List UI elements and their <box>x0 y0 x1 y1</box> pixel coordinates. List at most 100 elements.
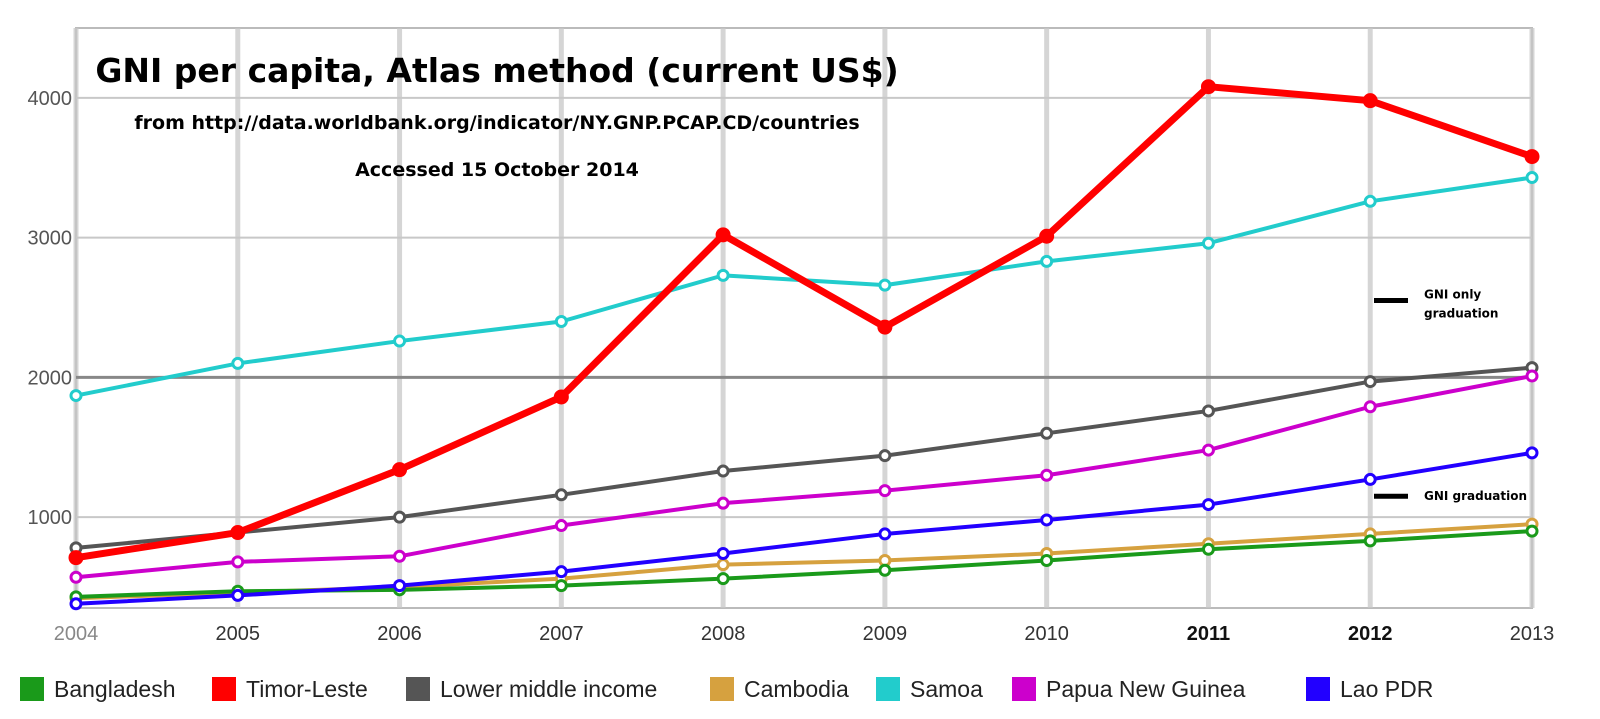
papua-new-guinea-point <box>1363 400 1377 414</box>
papua-new-guinea-point <box>69 570 83 584</box>
annotation-line: GNI only <box>1424 288 1481 302</box>
x-tick-label: 2004 <box>54 623 99 645</box>
lao-pdr-line <box>74 450 1534 606</box>
legend-item-papua-new-guinea: Papua New Guinea <box>1012 676 1246 702</box>
y-tick-label: 3000 <box>28 228 73 250</box>
legend-item-timor-leste: Timor-Leste <box>212 676 368 702</box>
x-tick-label: 2006 <box>377 623 422 645</box>
bangladesh-point <box>554 579 568 593</box>
lower-middle-income-point <box>878 449 892 463</box>
papua-new-guinea-point <box>231 555 245 569</box>
timor-leste-point <box>1362 93 1378 109</box>
grid <box>73 27 1535 609</box>
samoa-point <box>554 314 568 328</box>
annotation-line: GNI graduation <box>1424 489 1527 503</box>
annotation-line: graduation <box>1424 307 1498 321</box>
y-tick-label: 2000 <box>28 367 73 389</box>
lao-pdr-point <box>231 588 245 602</box>
timor-leste-point <box>1039 228 1055 244</box>
samoa-point <box>878 278 892 292</box>
series-lao-pdr <box>69 446 1539 611</box>
series-timor-leste <box>68 79 1540 566</box>
x-tick-label: 2007 <box>539 623 584 645</box>
x-tick-label: 2013 <box>1510 623 1555 645</box>
timor-leste-point <box>1524 149 1540 165</box>
lower-middle-income-point <box>393 510 407 524</box>
legend-label: Cambodia <box>744 676 849 702</box>
papua-new-guinea-line <box>74 374 1534 580</box>
x-tick-label: 2011 <box>1187 623 1230 645</box>
series-papua-new-guinea <box>69 369 1539 584</box>
legend-item-cambodia: Cambodia <box>710 676 849 702</box>
legend-swatch <box>406 677 430 701</box>
x-axis-ticks: 2004 2005 2006 2007 2008 2009 2010 2011 2012 2013 <box>54 623 1555 645</box>
legend-swatch <box>710 677 734 701</box>
bangladesh-point <box>1363 534 1377 548</box>
legend-item-lao-pdr: Lao PDR <box>1306 676 1433 702</box>
legend-swatch <box>212 677 236 701</box>
lao-pdr-point <box>878 527 892 541</box>
samoa-point <box>69 389 83 403</box>
annotations: GNI only graduation GNI graduation <box>1374 288 1527 503</box>
x-tick-label: 2009 <box>863 623 908 645</box>
chart-subtitle: from http://data.worldbank.org/indicator… <box>134 112 859 134</box>
papua-new-guinea-point <box>878 484 892 498</box>
lao-pdr-point <box>554 565 568 579</box>
samoa-point <box>716 268 730 282</box>
cambodia-point <box>716 558 730 572</box>
timor-leste-point <box>230 525 246 541</box>
legend-label: Bangladesh <box>54 676 176 702</box>
legend-item-bangladesh: Bangladesh <box>20 676 176 702</box>
papua-new-guinea-point <box>1525 369 1539 383</box>
series-lower-middle-income <box>69 361 1539 555</box>
series-samoa <box>69 171 1539 403</box>
lower-middle-income-point <box>1040 426 1054 440</box>
annotation-label: GNI only graduation <box>1424 288 1498 321</box>
papua-new-guinea-point <box>1201 443 1215 457</box>
timor-leste-point <box>715 227 731 243</box>
y-tick-label: 1000 <box>28 507 73 529</box>
bangladesh-point <box>878 563 892 577</box>
legend-item-samoa: Samoa <box>876 676 983 702</box>
lao-pdr-point <box>1525 446 1539 460</box>
lower-middle-income-line <box>74 365 1534 550</box>
x-tick-label: 2012 <box>1348 623 1393 645</box>
lao-pdr-point <box>1201 498 1215 512</box>
legend-label: Lower middle income <box>440 676 657 702</box>
lao-pdr-point <box>393 579 407 593</box>
timor-leste-point <box>392 462 408 478</box>
bangladesh-point <box>716 572 730 586</box>
bangladesh-point <box>1040 553 1054 567</box>
x-tick-label: 2010 <box>1024 623 1069 645</box>
timor-leste-point <box>553 389 569 405</box>
legend-item-lower-middle-income: Lower middle income <box>406 676 657 702</box>
samoa-point <box>1040 254 1054 268</box>
samoa-point <box>393 334 407 348</box>
series-lines <box>68 79 1540 611</box>
chart-accessed-date: Accessed 15 October 2014 <box>355 159 639 181</box>
legend: Bangladesh Timor-Leste Lower middle income… <box>20 676 1433 702</box>
lower-middle-income-point <box>1201 404 1215 418</box>
lao-pdr-point <box>69 597 83 611</box>
timor-leste-point <box>877 319 893 335</box>
legend-label: Timor-Leste <box>246 676 368 702</box>
x-tick-label: 2005 <box>216 623 261 645</box>
bangladesh-point <box>1525 524 1539 538</box>
lao-pdr-point <box>716 546 730 560</box>
legend-label: Papua New Guinea <box>1046 676 1246 702</box>
legend-swatch <box>876 677 900 701</box>
timor-leste-line <box>72 83 1536 562</box>
samoa-line <box>74 175 1534 398</box>
timor-leste-point <box>68 550 84 566</box>
annotation-label: GNI graduation <box>1424 489 1527 503</box>
chart-title: GNI per capita, Atlas method (current US… <box>95 51 898 90</box>
legend-swatch <box>20 677 44 701</box>
legend-swatch <box>1012 677 1036 701</box>
y-axis-ticks: 1000 2000 3000 4000 <box>28 88 73 529</box>
samoa-point <box>231 356 245 370</box>
bangladesh-point <box>1201 542 1215 556</box>
lower-middle-income-point <box>554 488 568 502</box>
samoa-point <box>1363 194 1377 208</box>
lao-pdr-point <box>1040 513 1054 527</box>
